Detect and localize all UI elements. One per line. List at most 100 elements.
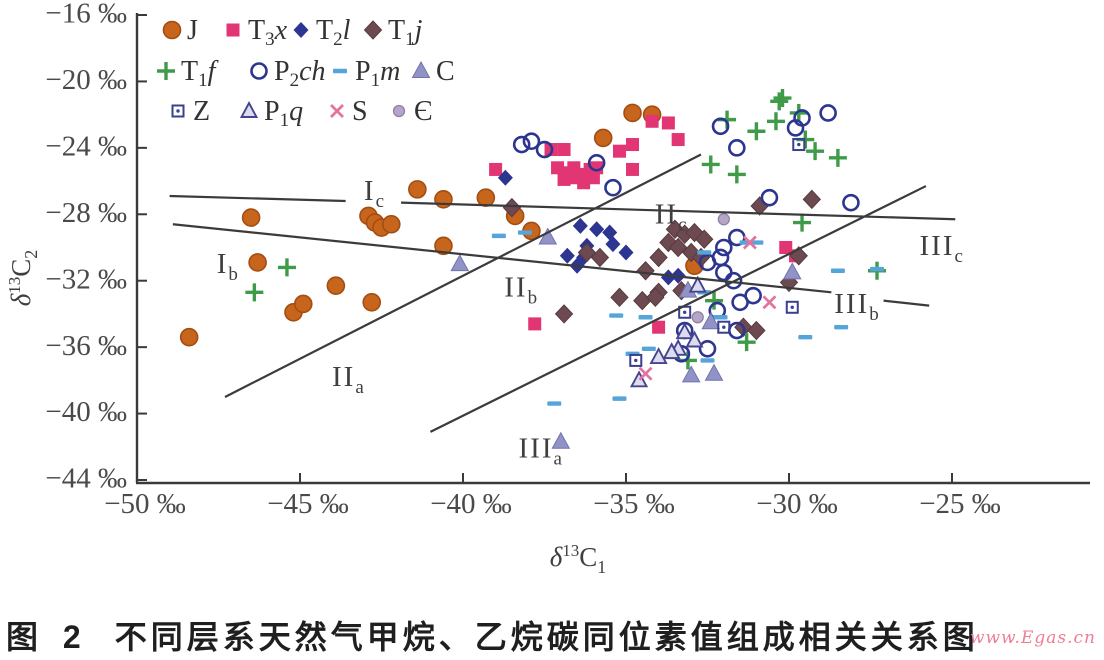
marker-T1f <box>277 258 296 277</box>
marker-P2ch <box>604 178 622 197</box>
zone-label-IIIa: IIIa <box>519 432 564 469</box>
marker-T2l <box>605 236 621 253</box>
marker-J <box>362 293 382 312</box>
marker-T3x <box>557 143 571 157</box>
marker-T2l <box>497 169 513 186</box>
marker-P1q <box>239 100 259 118</box>
marker-T1f <box>773 89 792 108</box>
marker-J <box>593 128 613 148</box>
marker-P2ch <box>819 104 837 122</box>
marker-P2ch <box>711 117 730 136</box>
marker-P2ch <box>714 263 733 282</box>
marker-T3x <box>626 162 640 176</box>
marker-P1q <box>688 275 707 293</box>
marker-T2l <box>572 217 588 234</box>
legend-label-Z: Z <box>193 96 210 127</box>
series-C <box>450 227 802 449</box>
marker-T1j <box>659 232 678 253</box>
series-P1m <box>491 230 885 406</box>
marker-T3x <box>489 162 503 176</box>
marker-J <box>241 208 261 227</box>
marker-P1q <box>649 347 668 365</box>
y-tick-label: −40 ‰ <box>45 396 127 428</box>
marker-P2ch <box>760 188 779 207</box>
zone-label-Ic: Ic <box>364 175 386 212</box>
marker-T1j <box>802 189 822 210</box>
marker-J <box>408 180 427 199</box>
x-tick-label: −45 ‰ <box>267 488 349 520</box>
marker-P1q <box>629 370 649 388</box>
marker-T3x <box>528 317 542 331</box>
marker-T3x <box>557 172 571 186</box>
marker-Z <box>171 104 185 118</box>
marker-T1j <box>633 290 652 311</box>
legend-label-S: S <box>352 96 368 127</box>
marker-P2ch <box>587 154 606 172</box>
marker-P2ch <box>842 193 860 212</box>
line-IIa <box>224 153 702 398</box>
marker-P1m <box>638 315 653 320</box>
marker-T1j <box>646 287 665 308</box>
marker-T3x <box>645 114 659 128</box>
marker-S <box>742 235 757 250</box>
x-tick-label: −35 ‰ <box>593 488 675 520</box>
marker-T1f <box>245 283 264 302</box>
zone-label-IIIc: IIIc <box>920 230 965 267</box>
legend-label-T2l: T2l <box>316 15 351 50</box>
legend-item-S: S <box>330 96 368 127</box>
marker-T1f <box>701 155 720 174</box>
marker-T3x <box>671 133 685 147</box>
marker-J <box>476 188 496 207</box>
y-tick-label: −32 ‰ <box>45 263 127 295</box>
marker-T3x <box>612 144 626 158</box>
watermark: www.Egas.cn <box>969 628 1096 648</box>
series-Z <box>629 138 806 367</box>
line-b-right <box>883 299 930 307</box>
legend-label-E: Є <box>414 96 432 127</box>
marker-P1q <box>675 322 694 340</box>
marker-T2l <box>293 22 309 38</box>
marker-T2l <box>559 247 575 264</box>
marker-J <box>248 253 267 272</box>
marker-C <box>782 262 802 280</box>
marker-J <box>434 190 453 209</box>
marker-T1j <box>502 197 522 218</box>
marker-C <box>704 363 724 381</box>
marker-T1j <box>649 247 668 268</box>
marker-P1m <box>798 334 813 340</box>
marker-C <box>538 227 558 245</box>
series-S <box>638 235 777 381</box>
marker-T3x <box>652 320 666 334</box>
marker-C <box>701 312 721 330</box>
legend-item-P2ch: P2ch <box>250 56 326 91</box>
legend-item-C: C <box>411 56 455 87</box>
marker-P1m <box>870 266 885 272</box>
zone-label-IIIb: IIIb <box>834 288 880 325</box>
marker-T2l <box>660 269 676 286</box>
marker-T1f <box>705 291 724 310</box>
legend-label-C: C <box>436 56 455 87</box>
marker-S <box>330 104 344 118</box>
legend-label-T1j: T1j <box>388 15 423 50</box>
marker-Z <box>634 358 638 363</box>
marker-P1m <box>612 396 627 401</box>
marker-P1m <box>834 325 849 330</box>
marker-T3x <box>551 161 565 175</box>
marker-P2ch <box>522 132 541 151</box>
marker-T1f <box>789 103 808 122</box>
marker-T2l <box>589 221 605 238</box>
y-tick-label: −20 ‰ <box>45 64 127 96</box>
marker-T1f <box>737 333 756 352</box>
marker-T3x <box>567 171 581 185</box>
marker-T1j <box>610 287 629 308</box>
marker-T1f <box>727 165 746 184</box>
line-IIIa <box>429 185 927 433</box>
marker-T3x <box>586 171 600 185</box>
marker-T1j <box>554 304 574 324</box>
marker-P1q <box>685 330 704 348</box>
marker-E <box>691 311 704 324</box>
y-tick-label: −28 ‰ <box>45 197 127 229</box>
legend-item-J: J <box>162 15 198 46</box>
marker-Z <box>785 300 799 314</box>
